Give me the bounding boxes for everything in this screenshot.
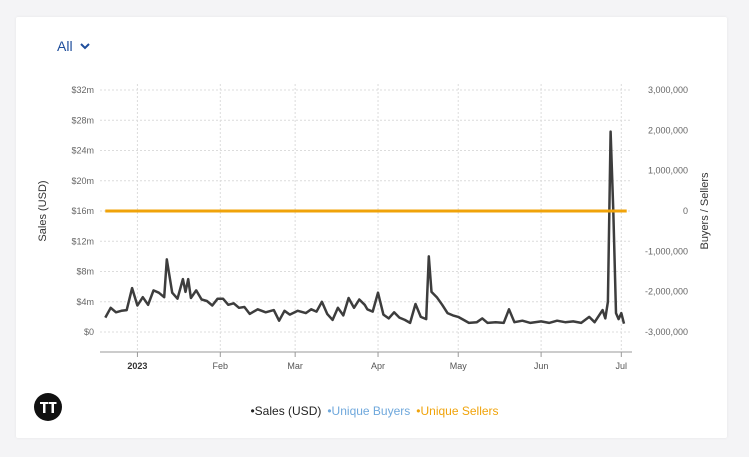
x-tick-label: Jun <box>534 361 549 371</box>
chevron-down-icon <box>79 43 90 50</box>
y-tick-label-right: -3,000,000 <box>645 327 688 337</box>
x-tick-label: Apr <box>371 361 385 371</box>
y-tick-label-left: $0 <box>84 327 94 337</box>
y-tick-label-left: $28m <box>71 115 94 125</box>
legend-item-sales[interactable]: •Sales (USD) <box>250 404 322 418</box>
y-tick-label-right: 3,000,000 <box>648 85 688 95</box>
x-tick-label: May <box>450 361 468 371</box>
x-tick-label: 2023 <box>127 361 147 371</box>
legend-item-unique-buyers[interactable]: •Unique Buyers <box>327 404 411 418</box>
range-dropdown[interactable]: All <box>57 36 91 56</box>
legend-item-unique-sellers[interactable]: •Unique Sellers <box>416 404 499 418</box>
y-tick-label-right: 2,000,000 <box>648 125 688 135</box>
y-tick-label-left: $32m <box>71 85 94 95</box>
series-line-sales-usd <box>104 130 626 325</box>
range-dropdown-label: All <box>57 38 73 54</box>
y-tick-label-left: $8m <box>76 267 94 277</box>
y-tick-label-left: $12m <box>71 236 94 246</box>
grid-lines <box>100 84 632 352</box>
right-axis-ticks: -3,000,000 -2,000,000 -1,000,000 0 1,000,000… <box>645 85 688 337</box>
y-tick-label-right: -2,000,000 <box>645 287 688 297</box>
x-tick-label: Mar <box>287 361 303 371</box>
chart-legend: •Sales (USD) •Unique Buyers •Unique Sell… <box>0 404 749 418</box>
y-axis-title-left: Sales (USD) <box>37 180 49 241</box>
series-lines <box>104 130 627 325</box>
y-tick-label-right: 0 <box>683 206 688 216</box>
x-tick-label: Feb <box>213 361 229 371</box>
tt-logo-icon <box>33 392 63 422</box>
y-tick-label-left: $20m <box>71 176 94 186</box>
y-tick-label-right: -1,000,000 <box>645 246 688 256</box>
y-axis-title-right: Buyers / Sellers <box>699 172 711 250</box>
left-axis-ticks: $0 $4m $8m $12m $16m $20m $24m $28m $32m <box>71 85 94 337</box>
x-tick-label: Jul <box>616 361 628 371</box>
y-tick-label-right: 1,000,000 <box>648 166 688 176</box>
y-tick-label-left: $4m <box>76 297 94 307</box>
y-tick-label-left: $24m <box>71 146 94 156</box>
x-axis-ticks: 2023 Feb Mar Apr May Jun Jul <box>127 352 627 371</box>
y-tick-label-left: $16m <box>71 206 94 216</box>
